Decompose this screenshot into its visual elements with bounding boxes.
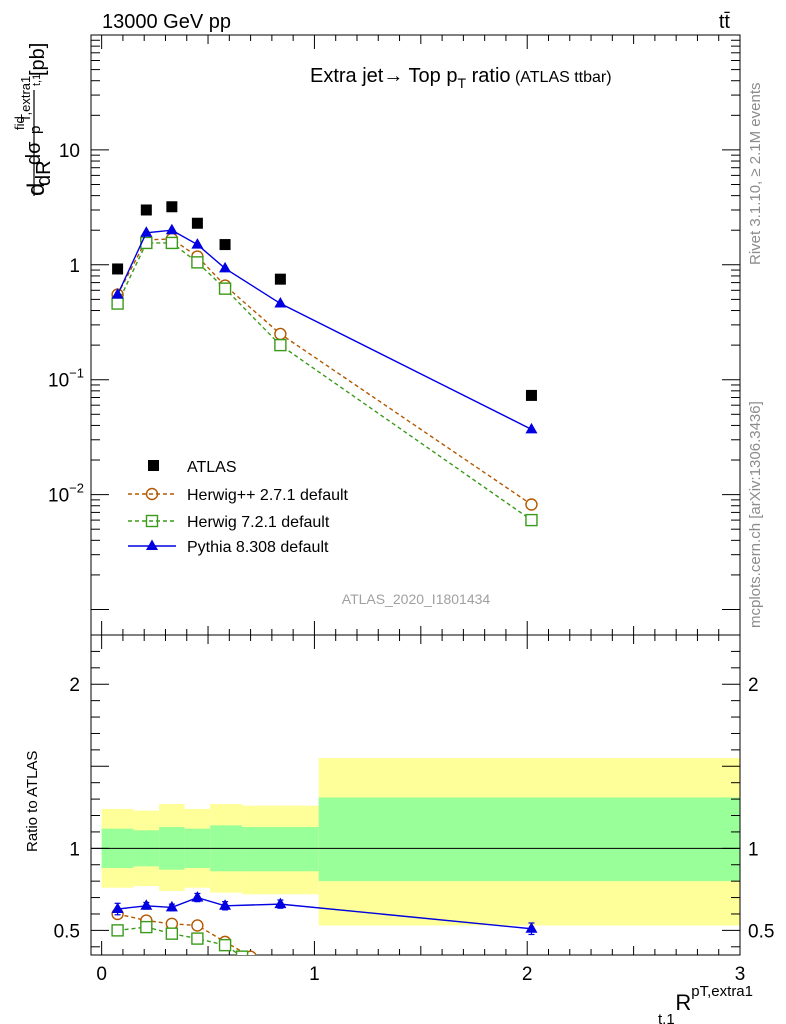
legend-pythia: Pythia 8.308 default: [128, 539, 329, 556]
main-point-herwig7: [111, 297, 124, 310]
main-point-atlas: [166, 201, 178, 213]
main-panel: 10 1 10−1 10−2 Extra jet→ Top pT ratio (ATL…: [12, 34, 741, 636]
svg-text:[pb]: [pb]: [27, 43, 49, 76]
main-point-herwig7: [218, 282, 232, 295]
main-ytick-label: 1: [69, 256, 80, 277]
svg-text:Pythia 8.308 default: Pythia 8.308 default: [187, 539, 329, 556]
svg-text:Herwig 7.2.1 default: Herwig 7.2.1 default: [187, 514, 330, 531]
ratio-point-pythia: [140, 899, 153, 910]
rivet-label: Rivet 3.1.10, ≥ 2.1M events: [747, 83, 764, 266]
ratio-point-herwig7: [218, 938, 232, 952]
main-ytick-label: 10−1: [48, 366, 84, 392]
ratio-ytick-label-left: 0.5: [54, 921, 80, 942]
main-point-atlas: [112, 263, 124, 275]
main-point-herwig7: [274, 338, 287, 352]
ratio-ytick-label-left: 2: [69, 675, 80, 696]
analysis-watermark: ATLAS_2020_I1801434: [342, 591, 491, 607]
svg-text:ATLAS: ATLAS: [187, 459, 237, 476]
svg-text:fid: fid: [12, 116, 27, 130]
ratio-frame: [90, 634, 741, 956]
ratio-point-herwig7: [191, 932, 204, 945]
energy-label: 13000 GeV pp: [102, 11, 231, 33]
svg-text:T,extra1: T,extra1: [18, 76, 33, 122]
ratio-xtick-label: 0: [96, 964, 107, 985]
main-point-pythia: [191, 238, 204, 249]
ratio-band-inner: [318, 797, 740, 882]
main-point-atlas: [274, 273, 286, 285]
main-series: [111, 201, 538, 527]
x-axis-label: RpT,extra1 t,1: [658, 983, 753, 1024]
svg-text:d: d: [23, 183, 50, 196]
main-frame: [90, 34, 741, 636]
ratio-ticks: 0.5 0.5 1 1 2 2 0 1 2 3: [54, 634, 774, 985]
main-point-herwig7: [140, 236, 153, 250]
ratio-xtick-label: 1: [309, 964, 320, 985]
ratio-point-pythia: [525, 922, 538, 933]
ratio-point-herwig7: [140, 920, 153, 934]
legend: ATLAS Herwig++ 2.7.1 default Herwig 7.2.…: [128, 459, 349, 556]
svg-text:Herwig++ 2.7.1 default: Herwig++ 2.7.1 default: [187, 487, 349, 504]
main-point-pythia: [219, 261, 232, 273]
ratio-ytick-label-right: 0.5: [748, 921, 774, 942]
ratio-panel: 0.5 0.5 1 1 2 2 0 1 2 3 Ratio to ATLAS RpT,extra1…: [24, 634, 774, 1024]
mcplots-label: mcplots.cern.ch [arXiv:1306.3436]: [747, 401, 764, 628]
ratio-ytick-label-right: 2: [748, 675, 759, 696]
main-ylabel: d dσ fid p T,extra1 t,1 dR [pb]: [12, 43, 55, 196]
ratio-xtick-label: 2: [522, 964, 533, 985]
ratio-ylabel: Ratio to ATLAS: [24, 751, 41, 852]
main-point-atlas: [525, 389, 537, 401]
ratio-xtick-label: 3: [735, 964, 746, 985]
legend-herwigpp: Herwig++ 2.7.1 default: [128, 487, 349, 504]
svg-text:p: p: [27, 126, 44, 134]
ratio-point-herwig7: [165, 927, 179, 940]
ratio-ytick-label-right: 1: [748, 839, 759, 860]
main-point-atlas: [219, 239, 231, 251]
main-point-herwig7: [525, 513, 538, 527]
ratio-series: [111, 891, 538, 955]
ratio-point-pythia: [219, 899, 232, 910]
ratio-point-herwigpp: [191, 919, 204, 932]
main-ticks: 10 1 10−1 10−2: [48, 34, 741, 635]
main-point-herwig7: [165, 236, 179, 250]
main-point-pythia: [140, 226, 153, 237]
legend-atlas: ATLAS: [148, 459, 237, 476]
svg-text:t,1: t,1: [31, 74, 43, 86]
main-point-atlas: [140, 204, 152, 216]
legend-herwig7: Herwig 7.2.1 default: [128, 514, 330, 531]
ratio-ytick-label-left: 1: [69, 839, 80, 860]
ratio-point-pythia: [165, 900, 178, 912]
ratio-point-pythia: [191, 891, 204, 902]
ratio-band-inner: [242, 827, 319, 872]
main-point-pythia: [274, 297, 287, 308]
main-ytick-label: 10: [59, 141, 80, 162]
ratio-point-herwig7: [111, 924, 124, 937]
ratio-bands: [91, 758, 740, 926]
process-label: tt̄: [719, 11, 731, 33]
main-point-herwigpp: [274, 327, 287, 341]
main-point-pythia: [525, 422, 538, 434]
ratio-point-pythia: [111, 902, 124, 914]
main-point-pythia: [111, 288, 124, 299]
svg-text:dR: dR: [33, 160, 55, 186]
ratio-point-pythia: [274, 897, 287, 909]
main-point-herwig7: [191, 256, 204, 269]
main-point-atlas: [191, 217, 203, 229]
main-point-herwigpp: [525, 498, 538, 511]
chart-title: Extra jet→ Top pT ratio (ATLAS ttbar): [310, 65, 612, 91]
ratio-series-clip: [111, 891, 538, 955]
main-ytick-label: 10−2: [48, 481, 84, 507]
ratio-point-herwig7: [235, 950, 249, 955]
main-point-pythia: [165, 223, 178, 235]
